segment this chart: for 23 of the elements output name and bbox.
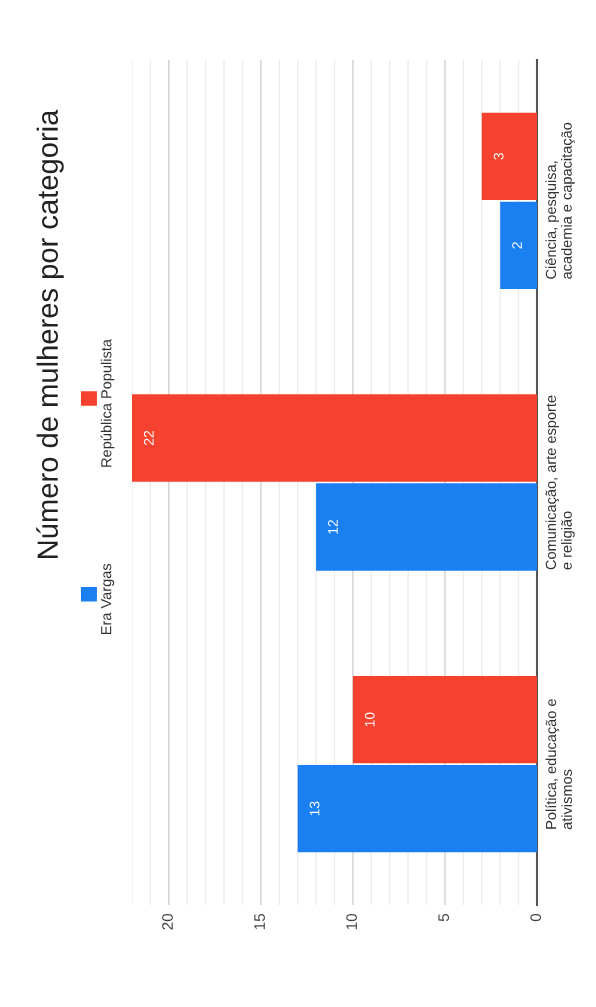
bar — [500, 201, 537, 290]
x-tick-label: 0 — [530, 913, 542, 922]
data-label: 2 — [512, 242, 522, 249]
x-tick-label: 20 — [162, 913, 173, 930]
data-label: 13 — [309, 801, 320, 816]
text: Número de mulheres por categoria — [36, 109, 64, 558]
bar — [132, 394, 537, 482]
legend-label: Era Vargas — [101, 563, 115, 635]
x-tick-label: 15 — [254, 913, 265, 930]
bar — [481, 112, 537, 200]
data-label: 12 — [328, 520, 338, 534]
data-label: 22 — [143, 430, 154, 445]
data-label: 10 — [364, 712, 375, 727]
y-tick-label: Ciência, pesquisa, academia e capacitação — [545, 122, 575, 279]
bar — [316, 483, 537, 571]
bar — [352, 675, 537, 764]
y-tick-label: Política, educação e ativismos — [545, 699, 572, 830]
y-tick-label: Comunicação, arte esporte e religião — [545, 395, 575, 570]
data-label: 3 — [493, 153, 504, 160]
legend-label: República Populista — [100, 339, 115, 467]
x-tick-label: 5 — [438, 913, 450, 922]
x-tick-label: 10 — [346, 913, 358, 930]
bar — [297, 765, 537, 853]
